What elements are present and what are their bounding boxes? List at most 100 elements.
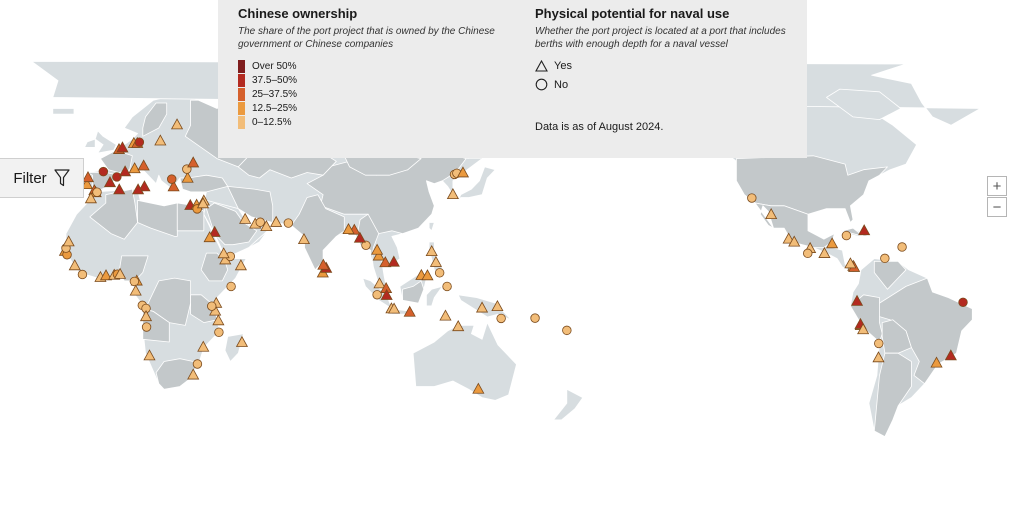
- port-marker-non-naval[interactable]: [434, 268, 445, 278]
- port-marker-naval[interactable]: [452, 320, 465, 332]
- port-marker-naval[interactable]: [84, 192, 97, 204]
- port-marker-non-naval[interactable]: [496, 313, 506, 324]
- port-marker-naval[interactable]: [342, 223, 355, 235]
- port-marker-naval[interactable]: [826, 237, 839, 249]
- port-marker-naval[interactable]: [371, 243, 384, 255]
- port-marker-non-naval[interactable]: [141, 322, 152, 332]
- port-marker-naval[interactable]: [80, 177, 94, 190]
- port-marker-naval[interactable]: [765, 208, 778, 220]
- port-marker-non-naval[interactable]: [803, 248, 813, 259]
- port-marker-naval[interactable]: [872, 351, 885, 363]
- port-marker-naval[interactable]: [119, 165, 132, 177]
- port-marker-naval[interactable]: [818, 246, 831, 258]
- port-marker-naval[interactable]: [372, 249, 385, 261]
- port-marker-non-naval[interactable]: [880, 253, 890, 264]
- port-marker-naval[interactable]: [260, 219, 273, 231]
- port-marker-naval[interactable]: [317, 258, 330, 270]
- port-marker-naval[interactable]: [429, 255, 443, 267]
- port-marker-naval[interactable]: [850, 294, 864, 306]
- port-marker-naval[interactable]: [387, 255, 400, 267]
- port-marker-naval[interactable]: [380, 288, 393, 300]
- port-marker-naval[interactable]: [944, 349, 957, 361]
- port-marker-naval[interactable]: [196, 197, 210, 209]
- port-marker-non-naval[interactable]: [112, 172, 122, 182]
- port-marker-naval[interactable]: [491, 300, 504, 312]
- port-marker-naval[interactable]: [203, 231, 216, 243]
- port-marker-naval[interactable]: [239, 212, 252, 224]
- port-marker-non-naval[interactable]: [134, 137, 145, 147]
- port-marker-non-naval[interactable]: [92, 187, 102, 197]
- port-marker-non-naval[interactable]: [562, 325, 572, 336]
- port-marker-naval[interactable]: [857, 323, 870, 335]
- port-marker-naval[interactable]: [421, 269, 434, 281]
- port-marker-naval[interactable]: [858, 224, 871, 236]
- port-marker-naval[interactable]: [132, 183, 145, 195]
- port-marker-naval[interactable]: [208, 225, 221, 237]
- port-marker-naval[interactable]: [270, 215, 283, 227]
- port-marker-naval[interactable]: [167, 180, 180, 192]
- port-marker-naval[interactable]: [387, 302, 401, 314]
- port-marker-naval[interactable]: [143, 349, 156, 361]
- port-marker-non-naval[interactable]: [255, 217, 265, 227]
- port-marker-naval[interactable]: [187, 156, 200, 168]
- port-marker-naval[interactable]: [782, 232, 795, 244]
- port-marker-naval[interactable]: [373, 277, 386, 289]
- port-marker-naval[interactable]: [197, 340, 210, 352]
- port-marker-non-naval[interactable]: [897, 242, 907, 252]
- port-marker-non-naval[interactable]: [442, 281, 452, 292]
- port-marker-naval[interactable]: [170, 118, 184, 130]
- port-marker-naval[interactable]: [425, 244, 438, 257]
- port-marker-naval[interactable]: [297, 233, 311, 245]
- port-marker-naval[interactable]: [187, 368, 200, 380]
- port-marker-naval[interactable]: [353, 231, 366, 243]
- port-marker-naval[interactable]: [103, 176, 117, 188]
- port-marker-naval[interactable]: [234, 259, 247, 271]
- port-marker-non-naval[interactable]: [129, 276, 140, 287]
- port-marker-non-naval[interactable]: [167, 174, 177, 184]
- port-marker-non-naval[interactable]: [747, 193, 757, 203]
- port-marker-naval[interactable]: [154, 134, 167, 146]
- port-marker-naval[interactable]: [475, 301, 489, 313]
- port-marker-naval[interactable]: [99, 269, 113, 281]
- port-marker-non-naval[interactable]: [207, 301, 217, 311]
- port-marker-naval[interactable]: [788, 235, 801, 247]
- port-marker-non-naval[interactable]: [226, 281, 236, 292]
- port-marker-naval[interactable]: [446, 187, 459, 200]
- port-marker-naval[interactable]: [116, 141, 129, 153]
- port-marker-naval[interactable]: [456, 166, 470, 178]
- port-marker-non-naval[interactable]: [361, 240, 371, 250]
- port-marker-naval[interactable]: [129, 284, 142, 296]
- port-marker-naval[interactable]: [844, 257, 857, 269]
- zoom-out-button[interactable]: −: [987, 197, 1007, 217]
- filter-button[interactable]: Filter: [0, 158, 84, 198]
- port-marker-non-naval[interactable]: [874, 338, 884, 349]
- port-marker-naval[interactable]: [439, 309, 452, 321]
- port-markers[interactable]: [58, 118, 968, 394]
- port-marker-naval[interactable]: [181, 171, 194, 183]
- port-marker-naval[interactable]: [113, 267, 127, 279]
- port-marker-non-naval[interactable]: [841, 230, 852, 241]
- port-marker-naval[interactable]: [403, 305, 416, 317]
- port-marker-naval[interactable]: [472, 382, 485, 394]
- port-marker-non-naval[interactable]: [530, 313, 540, 323]
- port-marker-naval[interactable]: [139, 310, 153, 322]
- port-marker-naval[interactable]: [379, 256, 392, 268]
- port-marker-naval[interactable]: [113, 183, 126, 195]
- port-marker-naval[interactable]: [62, 235, 75, 247]
- port-marker-non-naval[interactable]: [958, 297, 968, 307]
- port-marker-non-naval[interactable]: [283, 218, 294, 228]
- port-marker-non-naval[interactable]: [372, 290, 382, 300]
- port-marker-naval[interactable]: [217, 247, 230, 259]
- port-marker-non-naval[interactable]: [98, 166, 109, 177]
- port-marker-non-naval[interactable]: [214, 327, 224, 338]
- zoom-in-button[interactable]: +: [987, 176, 1007, 196]
- port-marker-non-naval[interactable]: [192, 359, 203, 369]
- port-marker-naval[interactable]: [128, 162, 141, 174]
- port-marker-naval[interactable]: [235, 335, 249, 347]
- port-marker-naval[interactable]: [138, 180, 151, 192]
- port-marker-non-naval[interactable]: [77, 269, 88, 280]
- port-marker-naval[interactable]: [212, 314, 225, 326]
- port-marker-naval[interactable]: [68, 259, 81, 271]
- port-marker-naval[interactable]: [81, 171, 95, 183]
- port-marker-naval[interactable]: [137, 159, 150, 171]
